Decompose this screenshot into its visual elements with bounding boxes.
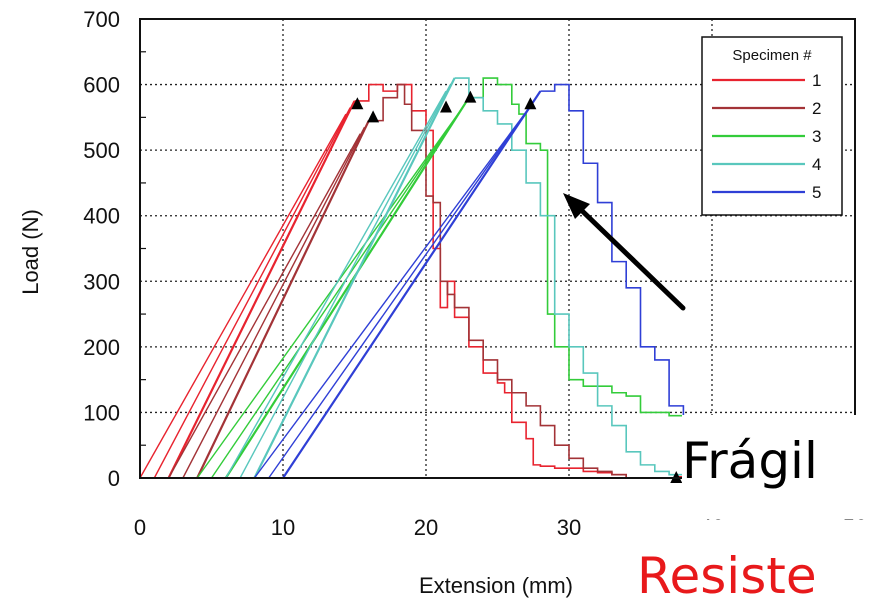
series-5-marker <box>524 97 537 110</box>
series-1-marker <box>351 97 364 110</box>
series-4-marker <box>464 90 477 103</box>
series-4-ramp <box>225 90 447 479</box>
legend: Specimen # 1 2 3 4 5 <box>701 36 843 216</box>
x-tick-label: 30 <box>557 515 581 540</box>
series-2-ramp <box>182 126 366 479</box>
annotation-arrow <box>563 193 686 311</box>
overlay-resiste: Resiste <box>637 547 817 605</box>
y-tick-label: 100 <box>83 400 120 425</box>
legend-label-2: 2 <box>812 99 821 118</box>
plot-frame <box>139 18 856 479</box>
legend-box <box>701 36 843 216</box>
y-tick-label: 200 <box>83 335 120 360</box>
series-4-ramp <box>239 84 451 479</box>
legend-label-5: 5 <box>812 183 821 202</box>
series-5-ramp <box>282 90 542 479</box>
y-tick-label: 700 <box>83 7 120 32</box>
overlay-text-backgrounds <box>635 415 875 610</box>
series-1-ramp <box>167 100 356 479</box>
plot-area <box>139 18 856 483</box>
series-3-ramp <box>196 110 461 479</box>
y-tick-label: 400 <box>83 204 120 229</box>
x-tick-label: 10 <box>271 515 295 540</box>
arrow-shaft <box>573 202 686 311</box>
series-layer <box>139 77 763 479</box>
series-2-marker <box>367 110 380 123</box>
y-tick-label: 0 <box>108 466 120 491</box>
x-axis-label: Extension (mm) <box>419 573 573 598</box>
triangle-markers <box>351 90 763 483</box>
series-1-ramp <box>153 107 351 479</box>
series-1-ramp <box>139 113 347 479</box>
series-2-ramp <box>196 120 370 479</box>
y-tick-label: 500 <box>83 138 120 163</box>
series-2-line <box>368 83 684 479</box>
arrow-head-icon <box>563 193 590 219</box>
series-4-ramp <box>253 77 456 479</box>
x-tick-label: 0 <box>134 515 146 540</box>
fragil-bg <box>682 415 875 485</box>
series-3-marker <box>440 100 453 113</box>
series-5-ramp <box>268 97 537 479</box>
series-3-ramp <box>210 103 466 479</box>
y-axis-label: Load (N) <box>18 209 43 295</box>
series-2-ramp <box>167 133 361 479</box>
y-tick-label: 300 <box>83 269 120 294</box>
overlay-fragil: Frágil <box>682 432 818 490</box>
series-5-ramp <box>253 103 533 479</box>
y-tick-label: 600 <box>83 73 120 98</box>
y-tick-labels: 0 100 200 300 400 500 600 700 <box>83 7 120 491</box>
resiste-bg <box>635 520 875 610</box>
legend-label-1: 1 <box>812 71 821 90</box>
series-4-line <box>454 77 712 479</box>
legend-label-3: 3 <box>812 127 821 146</box>
legend-items: 1 2 3 4 5 <box>712 71 821 202</box>
x-tick-label: 20 <box>414 515 438 540</box>
legend-title: Specimen # <box>732 47 812 64</box>
legend-label-4: 4 <box>812 155 821 174</box>
series-3-ramp <box>224 97 470 479</box>
